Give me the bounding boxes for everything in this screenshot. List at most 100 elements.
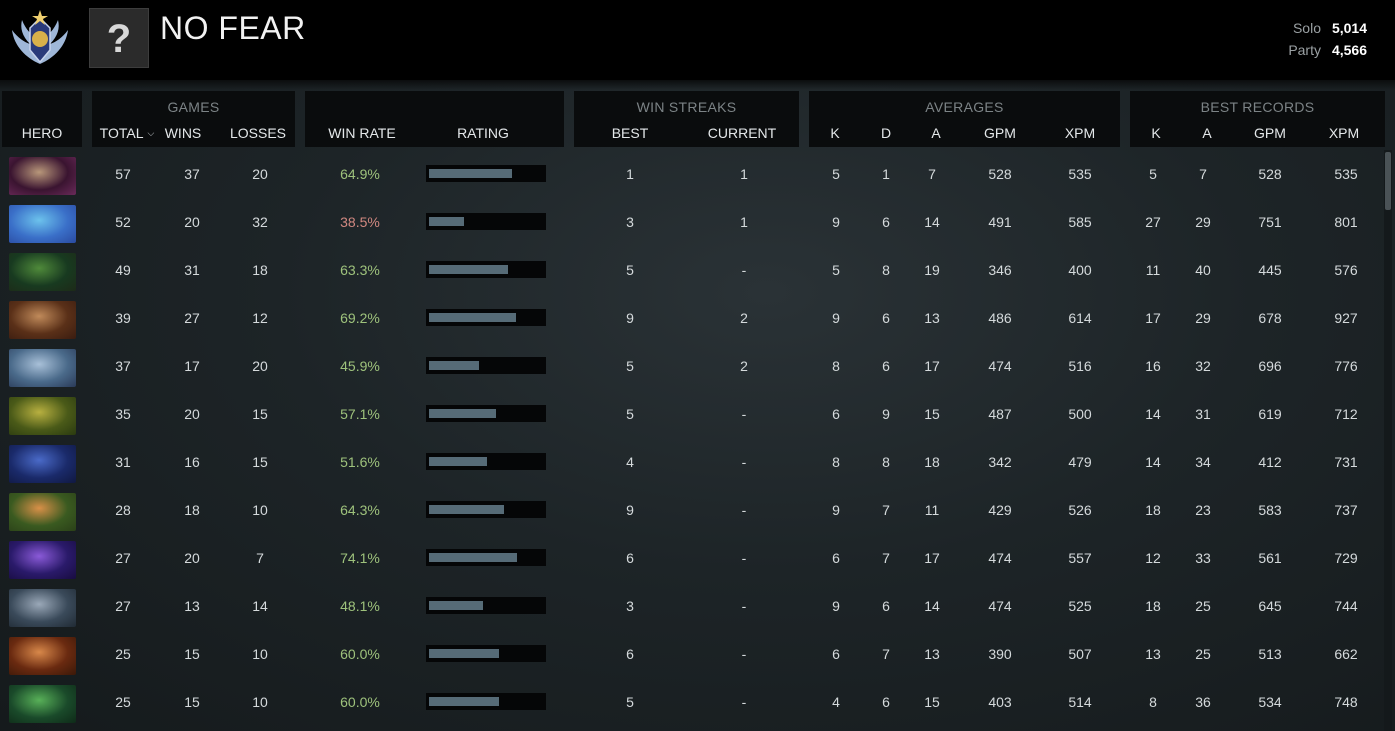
games-wins-cell: 20: [184, 214, 200, 230]
best-kills-cell: 18: [1145, 598, 1161, 614]
best-streak-column-header[interactable]: BEST: [611, 125, 649, 141]
player-avatar[interactable]: ?: [89, 8, 149, 68]
avg-xpm-cell: 514: [1068, 694, 1092, 710]
avg-kills-cell: 9: [832, 214, 840, 230]
best-kills-cell: 14: [1145, 406, 1161, 422]
nature-prophet-portrait-icon[interactable]: [9, 397, 76, 435]
table-row[interactable]: 31 16 15 51.6% 4 - 8 8 18 342 479 14 34 412 731: [0, 438, 1380, 486]
avg-deaths-cell: 6: [882, 358, 890, 374]
avg-assists-cell: 14: [924, 598, 940, 614]
avg-deaths-column-header[interactable]: D: [880, 125, 892, 141]
avg-kills-cell: 6: [832, 550, 840, 566]
invoker-portrait-icon[interactable]: [9, 157, 76, 195]
games-losses-cell: 15: [252, 406, 268, 422]
games-wins-cell: 31: [184, 262, 200, 278]
current-streak-cell: -: [741, 502, 747, 518]
win-rate-column-header[interactable]: WIN RATE: [328, 125, 396, 141]
games-total-cell: 37: [115, 358, 131, 374]
table-row[interactable]: 27 20 7 74.1% 6 - 6 7 17 474 557 12 33 561 729: [0, 534, 1380, 582]
avg-kills-cell: 9: [832, 598, 840, 614]
best-gpm-cell: 561: [1258, 550, 1282, 566]
games-total-cell: 27: [115, 598, 131, 614]
wins-column-header[interactable]: WINS: [164, 125, 202, 141]
table-row[interactable]: 27 13 14 48.1% 3 - 9 6 14 474 525 18 25 645 744: [0, 582, 1380, 630]
games-total-cell: 57: [115, 166, 131, 182]
table-scrollbar[interactable]: [1384, 150, 1392, 731]
table-row[interactable]: 37 17 20 45.9% 5 2 8 6 17 474 516 16 32 696 776: [0, 342, 1380, 390]
scrollbar-thumb[interactable]: [1385, 152, 1391, 210]
losses-column-header[interactable]: LOSSES: [229, 125, 287, 141]
table-row[interactable]: 25 15 10 60.0% 6 - 6 7 13 390 507 13 25 513 662: [0, 630, 1380, 678]
avg-xpm-cell: 614: [1068, 310, 1092, 326]
riki-portrait-icon[interactable]: [9, 445, 76, 483]
streaks-header-block: [574, 91, 799, 147]
best-xpm-cell: 801: [1334, 214, 1358, 230]
avg-deaths-cell: 7: [882, 502, 890, 518]
games-total-cell: 25: [115, 646, 131, 662]
best-xpm-column-header[interactable]: XPM: [1328, 125, 1360, 141]
rating-column-header[interactable]: RATING: [457, 125, 509, 141]
faceless-void-portrait-icon[interactable]: [9, 541, 76, 579]
avg-assists-column-header[interactable]: A: [931, 125, 941, 141]
rating-bar: [426, 309, 546, 326]
best-assists-cell: 32: [1195, 358, 1211, 374]
best-assists-cell: 40: [1195, 262, 1211, 278]
avg-gpm-cell: 474: [988, 598, 1012, 614]
table-row[interactable]: 35 20 15 57.1% 5 - 6 9 15 487 500 14 31 619 712: [0, 390, 1380, 438]
witch-doctor-portrait-icon[interactable]: [9, 301, 76, 339]
best-assists-cell: 33: [1195, 550, 1211, 566]
table-row[interactable]: 49 31 18 63.3% 5 - 5 8 19 346 400 11 40 445 576: [0, 246, 1380, 294]
solo-mmr-label: Solo: [1292, 20, 1321, 36]
avg-kills-cell: 9: [832, 310, 840, 326]
earthshaker-portrait-icon[interactable]: [9, 637, 76, 675]
win-rate-cell: 60.0%: [340, 646, 380, 662]
avg-gpm-cell: 390: [988, 646, 1012, 662]
games-wins-cell: 13: [184, 598, 200, 614]
avg-gpm-cell: 487: [988, 406, 1012, 422]
best-streak-cell: 4: [626, 454, 634, 470]
table-row[interactable]: 52 20 32 38.5% 3 1 9 6 14 491 585 27 29 751 801: [0, 198, 1380, 246]
best-assists-cell: 25: [1195, 646, 1211, 662]
games-losses-cell: 10: [252, 502, 268, 518]
hero-column-header[interactable]: HERO: [21, 125, 63, 141]
rating-bar-fill: [429, 313, 516, 322]
avg-deaths-cell: 6: [882, 310, 890, 326]
games-total-cell: 52: [115, 214, 131, 230]
rating-bar: [426, 453, 546, 470]
rating-bar: [426, 405, 546, 422]
windranger-portrait-icon[interactable]: [9, 493, 76, 531]
best-kills-column-header[interactable]: K: [1151, 125, 1161, 141]
avg-kills-column-header[interactable]: K: [830, 125, 840, 141]
table-row[interactable]: 39 27 12 69.2% 9 2 9 6 13 486 614 17 29 678 927: [0, 294, 1380, 342]
viper-portrait-icon[interactable]: [9, 685, 76, 723]
puck-portrait-icon[interactable]: [9, 205, 76, 243]
mirana-portrait-icon[interactable]: [9, 349, 76, 387]
table-row[interactable]: 57 37 20 64.9% 1 1 5 1 7 528 535 5 7 528 535: [0, 150, 1380, 198]
rating-bar-fill: [429, 601, 483, 610]
avg-xpm-column-header[interactable]: XPM: [1064, 125, 1096, 141]
table-row[interactable]: 28 18 10 64.3% 9 - 9 7 11 429 526 18 23 583 737: [0, 486, 1380, 534]
tinker-portrait-icon[interactable]: [9, 589, 76, 627]
total-column-header[interactable]: TOTAL ⌵: [92, 125, 162, 141]
avg-xpm-cell: 585: [1068, 214, 1092, 230]
best-xpm-cell: 535: [1334, 166, 1358, 182]
avg-gpm-column-header[interactable]: GPM: [984, 125, 1016, 141]
venomancer-portrait-icon[interactable]: [9, 253, 76, 291]
best-gpm-cell: 751: [1258, 214, 1282, 230]
games-total-cell: 31: [115, 454, 131, 470]
best-xpm-cell: 737: [1334, 502, 1358, 518]
best-assists-column-header[interactable]: A: [1202, 125, 1212, 141]
win-rate-cell: 48.1%: [340, 598, 380, 614]
best-gpm-cell: 412: [1258, 454, 1282, 470]
avg-assists-cell: 17: [924, 550, 940, 566]
best-streak-cell: 5: [626, 406, 634, 422]
avg-xpm-cell: 500: [1068, 406, 1092, 422]
best-gpm-column-header[interactable]: GPM: [1254, 125, 1286, 141]
current-streak-column-header[interactable]: CURRENT: [707, 125, 777, 141]
games-losses-cell: 10: [252, 646, 268, 662]
table-row[interactable]: 25 15 10 60.0% 5 - 4 6 15 403 514 8 36 534 748: [0, 678, 1380, 726]
avg-assists-cell: 13: [924, 310, 940, 326]
best-xpm-cell: 927: [1334, 310, 1358, 326]
divine-medal-icon: [8, 6, 72, 72]
party-mmr: Party 4,566: [1281, 42, 1367, 58]
